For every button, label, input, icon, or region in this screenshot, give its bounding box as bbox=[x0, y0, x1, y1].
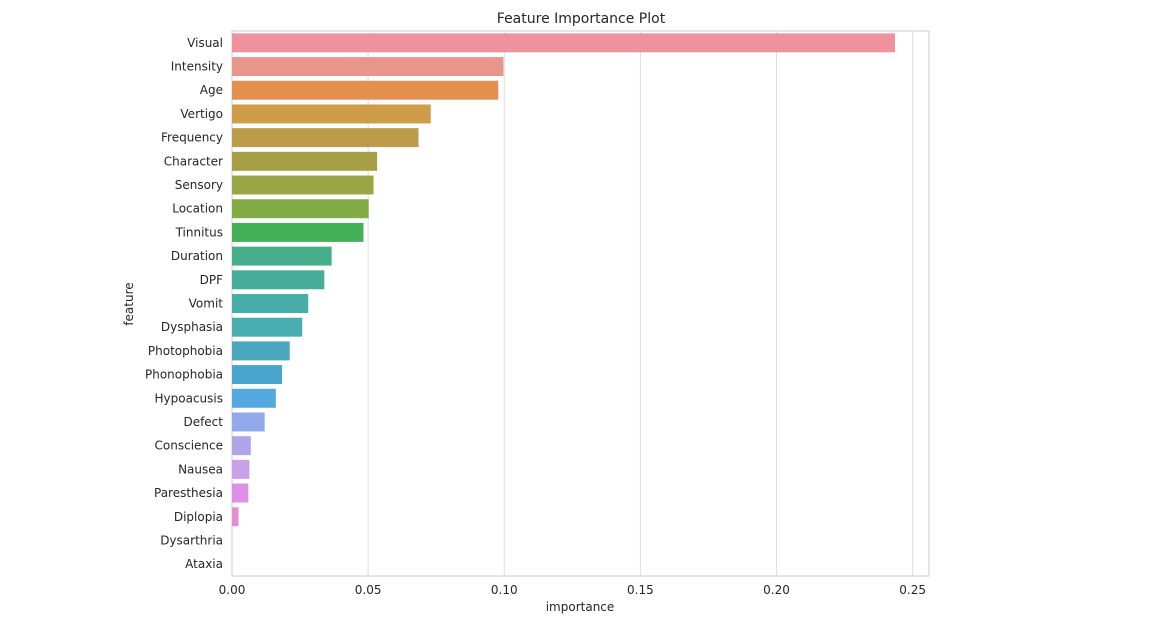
y-tick-label: Location bbox=[172, 202, 223, 216]
x-tick-label: 0.25 bbox=[899, 583, 926, 597]
bar-visual bbox=[232, 33, 895, 53]
chart-title: Feature Importance Plot bbox=[497, 11, 666, 27]
bar-paresthesia bbox=[232, 483, 249, 503]
bar-defect bbox=[232, 412, 265, 432]
bar-sensory bbox=[232, 175, 374, 195]
y-tick-label: Tinnitus bbox=[175, 225, 223, 239]
y-axis-label: feature bbox=[122, 282, 136, 325]
bars bbox=[232, 33, 895, 527]
y-tick-label: Conscience bbox=[155, 439, 223, 453]
y-tick-label: Vomit bbox=[189, 297, 224, 311]
bar-character bbox=[232, 151, 378, 171]
bar-duration bbox=[232, 246, 332, 266]
bar-photophobia bbox=[232, 341, 290, 361]
y-tick-label: Visual bbox=[187, 36, 223, 50]
x-tick-labels: 0.00 0.05 0.10 0.15 0.20 0.25 bbox=[219, 583, 926, 597]
x-tick-label: 0.00 bbox=[219, 583, 246, 597]
y-tick-label: Nausea bbox=[178, 462, 223, 476]
y-tick-label: Frequency bbox=[161, 131, 223, 145]
y-tick-label: DPF bbox=[200, 273, 223, 287]
y-tick-label: Character bbox=[164, 154, 223, 168]
y-tick-label: Intensity bbox=[171, 60, 223, 74]
y-tick-label: Vertigo bbox=[180, 107, 223, 121]
y-tick-label: Diplopia bbox=[174, 510, 223, 524]
bar-dysphasia bbox=[232, 317, 303, 337]
y-tick-label: Duration bbox=[171, 249, 223, 263]
y-tick-label: Sensory bbox=[175, 178, 223, 192]
bar-hypoacusis bbox=[232, 388, 276, 408]
bar-phonophobia bbox=[232, 365, 283, 385]
x-tick-label: 0.15 bbox=[627, 583, 654, 597]
bar-location bbox=[232, 199, 369, 219]
x-axis-label: importance bbox=[546, 600, 615, 614]
y-tick-label: Paresthesia bbox=[154, 486, 223, 500]
y-tick-label: Dysphasia bbox=[161, 320, 223, 334]
bar-dpf bbox=[232, 270, 325, 290]
bar-age bbox=[232, 80, 499, 100]
bar-nausea bbox=[232, 459, 250, 479]
y-tick-label: Ataxia bbox=[185, 557, 223, 571]
y-tick-labels: Visual Intensity Age Vertigo Frequency Charac… bbox=[145, 36, 223, 571]
y-tick-label: Hypoacusis bbox=[155, 391, 223, 405]
y-tick-label: Age bbox=[200, 83, 223, 97]
x-tick-label: 0.05 bbox=[355, 583, 382, 597]
x-tick-label: 0.10 bbox=[491, 583, 518, 597]
x-tick-label: 0.20 bbox=[763, 583, 790, 597]
bar-frequency bbox=[232, 128, 419, 148]
y-tick-label: Phonophobia bbox=[145, 368, 223, 382]
y-tick-label: Defect bbox=[183, 415, 223, 429]
bar-tinnitus bbox=[232, 222, 364, 242]
y-tick-label: Dysarthria bbox=[160, 533, 223, 547]
bar-diplopia bbox=[232, 507, 239, 527]
bar-vertigo bbox=[232, 104, 431, 124]
bar-vomit bbox=[232, 294, 309, 313]
y-tick-label: Photophobia bbox=[148, 344, 223, 358]
bar-conscience bbox=[232, 436, 251, 456]
bar-intensity bbox=[232, 57, 504, 77]
